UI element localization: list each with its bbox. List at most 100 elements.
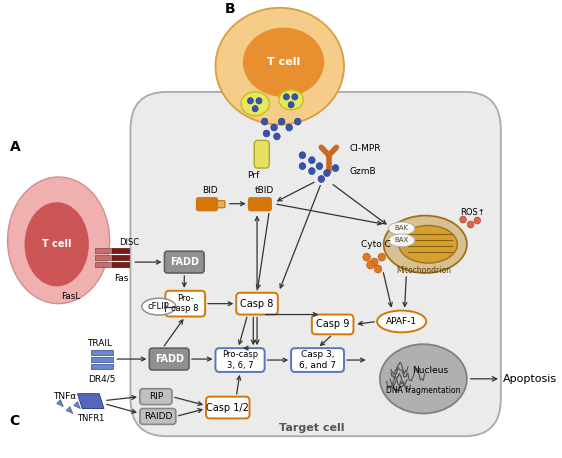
Bar — [96, 255, 112, 260]
Circle shape — [378, 253, 386, 261]
Text: T cell: T cell — [42, 239, 71, 249]
Circle shape — [288, 102, 294, 108]
FancyBboxPatch shape — [149, 348, 189, 370]
Text: BAX: BAX — [395, 237, 409, 243]
Ellipse shape — [243, 27, 324, 97]
FancyBboxPatch shape — [197, 198, 217, 211]
Circle shape — [274, 133, 280, 140]
Text: Cyto C: Cyto C — [361, 240, 391, 249]
Bar — [112, 248, 129, 253]
Text: Apoptosis: Apoptosis — [503, 374, 557, 384]
Text: Pro-casp
3, 6, 7: Pro-casp 3, 6, 7 — [222, 350, 258, 370]
Circle shape — [247, 98, 253, 104]
Circle shape — [252, 105, 258, 112]
Circle shape — [309, 168, 315, 174]
FancyBboxPatch shape — [206, 397, 250, 419]
Circle shape — [374, 265, 382, 273]
Circle shape — [324, 169, 330, 176]
Text: Nucleus: Nucleus — [412, 366, 448, 376]
FancyBboxPatch shape — [140, 409, 176, 425]
Circle shape — [286, 124, 292, 131]
Text: cFLIP: cFLIP — [148, 302, 170, 311]
Ellipse shape — [279, 90, 303, 110]
Text: B: B — [225, 2, 235, 16]
Text: Pro-
casp 8: Pro- casp 8 — [171, 294, 199, 313]
Circle shape — [271, 124, 278, 131]
Circle shape — [318, 175, 325, 182]
Text: GzmB: GzmB — [350, 167, 377, 175]
Text: tBID: tBID — [255, 186, 274, 195]
Ellipse shape — [384, 216, 467, 273]
Text: FADD: FADD — [155, 354, 184, 364]
Ellipse shape — [25, 202, 89, 286]
Circle shape — [261, 118, 268, 125]
Text: Target cell: Target cell — [279, 423, 345, 433]
Text: Casp 1/2: Casp 1/2 — [206, 403, 249, 413]
Circle shape — [263, 130, 270, 137]
Text: Fas: Fas — [114, 274, 128, 283]
FancyBboxPatch shape — [165, 291, 205, 316]
Circle shape — [283, 94, 289, 100]
Text: BID: BID — [202, 186, 217, 195]
Ellipse shape — [380, 344, 467, 414]
Circle shape — [370, 258, 378, 266]
Circle shape — [468, 221, 474, 228]
Ellipse shape — [399, 225, 457, 263]
Ellipse shape — [377, 311, 426, 333]
Text: C: C — [10, 414, 20, 428]
Text: Casp 9: Casp 9 — [316, 319, 350, 329]
Text: Casp 8: Casp 8 — [241, 299, 274, 309]
Circle shape — [316, 163, 323, 169]
Circle shape — [460, 216, 466, 223]
Text: TRAIL: TRAIL — [87, 339, 112, 348]
FancyBboxPatch shape — [291, 348, 344, 372]
Text: Casp 3,
6, and 7: Casp 3, 6, and 7 — [299, 350, 336, 370]
Circle shape — [474, 217, 481, 224]
Circle shape — [299, 152, 306, 158]
Ellipse shape — [388, 222, 415, 235]
Bar — [96, 262, 112, 267]
Text: CI-MPR: CI-MPR — [350, 144, 381, 153]
Text: DNA fragmentation: DNA fragmentation — [386, 386, 461, 395]
Text: DR4/5: DR4/5 — [88, 375, 116, 384]
FancyBboxPatch shape — [130, 92, 501, 436]
Text: APAF-1: APAF-1 — [386, 317, 417, 326]
Text: TNFR1: TNFR1 — [77, 414, 105, 424]
Text: FasL: FasL — [61, 292, 80, 301]
Text: A: A — [10, 140, 20, 154]
FancyBboxPatch shape — [248, 198, 271, 211]
Ellipse shape — [142, 298, 176, 315]
FancyBboxPatch shape — [165, 251, 204, 273]
Bar — [112, 255, 129, 260]
Polygon shape — [74, 402, 80, 409]
Circle shape — [292, 94, 298, 100]
Polygon shape — [66, 407, 72, 414]
Circle shape — [363, 253, 370, 261]
Text: T cell: T cell — [267, 57, 300, 67]
Bar — [96, 248, 112, 253]
Bar — [112, 262, 129, 267]
Ellipse shape — [215, 8, 344, 125]
Text: FADD: FADD — [170, 257, 199, 267]
Polygon shape — [78, 394, 104, 409]
Text: TNFα: TNFα — [53, 392, 76, 401]
Bar — [90, 357, 114, 362]
Text: Prf: Prf — [247, 171, 260, 180]
Circle shape — [278, 118, 285, 125]
Ellipse shape — [7, 177, 110, 304]
Circle shape — [309, 157, 315, 164]
Ellipse shape — [241, 92, 269, 116]
Text: RIP: RIP — [149, 392, 163, 401]
Text: Mitochondrion: Mitochondrion — [396, 266, 451, 274]
Text: DISC: DISC — [119, 238, 139, 247]
Text: BAK: BAK — [395, 225, 409, 231]
FancyBboxPatch shape — [217, 201, 225, 207]
Polygon shape — [57, 400, 64, 407]
Circle shape — [332, 164, 339, 172]
Bar — [90, 364, 114, 369]
Ellipse shape — [388, 234, 415, 247]
Circle shape — [256, 98, 262, 104]
Circle shape — [366, 261, 374, 269]
FancyBboxPatch shape — [236, 293, 278, 315]
Circle shape — [299, 163, 306, 169]
